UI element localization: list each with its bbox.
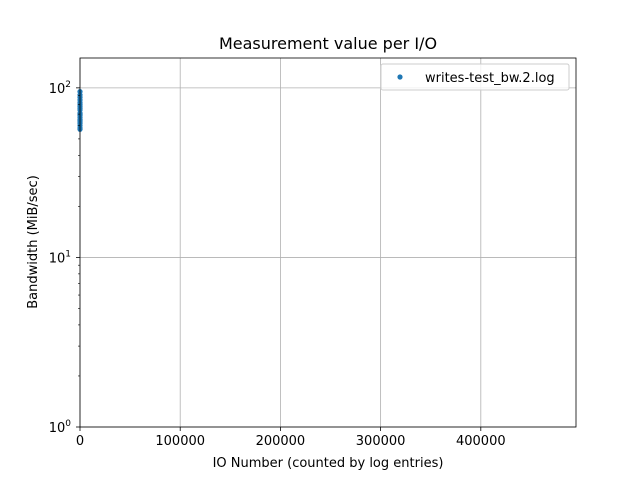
x-tick-label: 200000	[256, 434, 306, 449]
legend-box	[380, 63, 570, 91]
legend: writes-test_bw.2.log	[380, 63, 570, 91]
y-tick-base: 10	[49, 82, 66, 97]
y-tick-exponent: 1	[65, 249, 71, 259]
x-tick-label: 400000	[456, 434, 506, 449]
y-tick-exponent: 0	[65, 419, 71, 429]
y-tick-base: 10	[49, 251, 66, 266]
chart-title: Measurement value per I/O	[219, 34, 437, 53]
y-axis-label: Bandwidth (MiB/sec)	[26, 175, 41, 309]
y-tick-base: 10	[49, 421, 66, 436]
x-tick-label: 0	[76, 434, 84, 449]
x-axis-ticks: 0 100000 200000 300000 400000	[76, 427, 506, 449]
y-tick-label: 102	[49, 80, 71, 97]
y-tick-exponent: 2	[65, 80, 71, 90]
x-axis-label: IO Number (counted by log entries)	[213, 456, 444, 471]
x-tick-label: 300000	[356, 434, 406, 449]
y-tick-label: 101	[49, 249, 71, 266]
x-tick-label: 100000	[155, 434, 205, 449]
legend-entry: writes-test_bw.2.log	[425, 71, 555, 86]
plot-frame	[79, 57, 577, 428]
y-tick-label: 100	[49, 419, 72, 436]
legend-marker	[397, 74, 403, 80]
